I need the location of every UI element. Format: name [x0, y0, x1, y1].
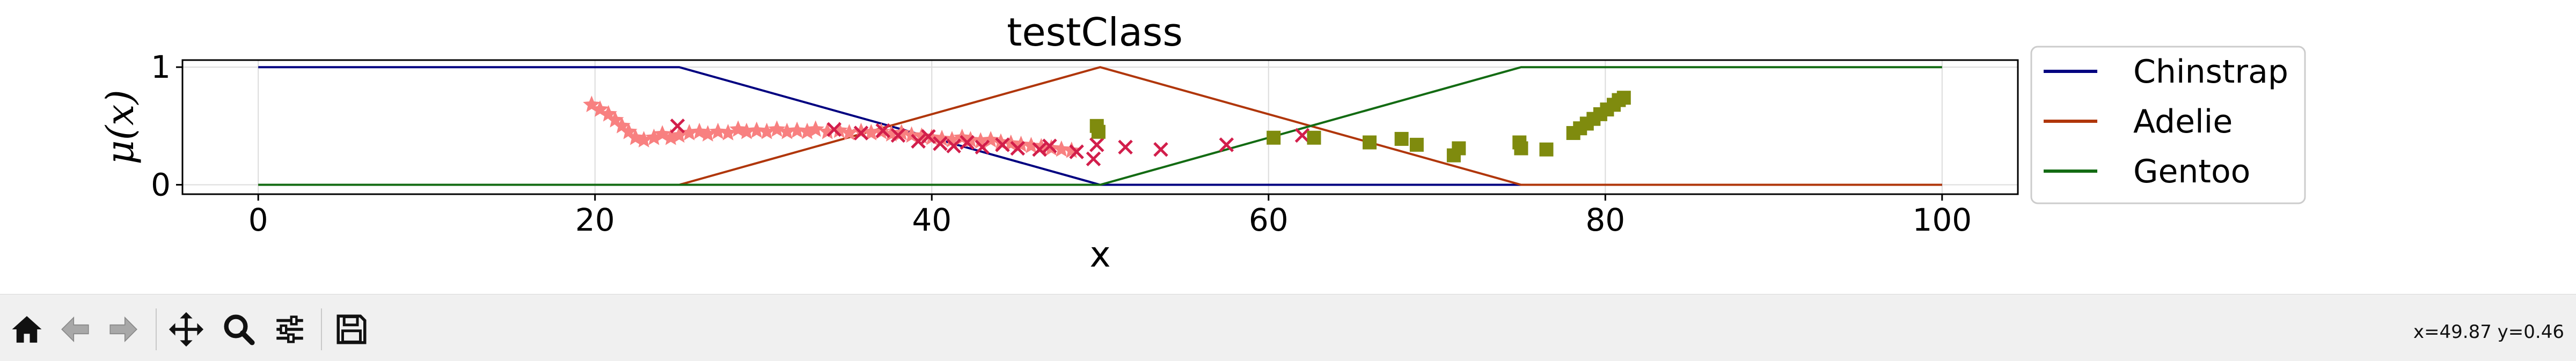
- floppy-disk-icon: [336, 314, 367, 344]
- scatter-point-x: [933, 136, 948, 151]
- scatter-point-star: [645, 128, 663, 145]
- save-button[interactable]: [327, 305, 376, 353]
- scatter-point-x: [960, 135, 975, 150]
- x-axis-label: x: [1089, 234, 1110, 275]
- legend-frame: [2030, 46, 2306, 204]
- magnifier-icon: [224, 314, 255, 345]
- toolbar-separator: [156, 308, 157, 350]
- y-tick-label: 0: [151, 166, 171, 203]
- scatter-point-star: [840, 124, 858, 141]
- configure-subplots-button[interactable]: [266, 305, 314, 353]
- scatter-point-x: [670, 119, 685, 134]
- scatter-point-square: [1452, 141, 1466, 156]
- scatter-point-x: [826, 122, 842, 137]
- scatter-point-star: [778, 122, 796, 139]
- y-axis-label: μ(x): [98, 90, 142, 165]
- home-button[interactable]: [3, 305, 51, 353]
- x-tick-label: 80: [1585, 202, 1625, 238]
- scatter-point-x: [1042, 138, 1057, 153]
- scatter-point-star: [788, 121, 806, 138]
- scatter-point-square: [1514, 141, 1528, 156]
- scatter-point-x: [1010, 141, 1026, 156]
- forward-button[interactable]: [99, 305, 148, 353]
- scatter-point-star: [680, 124, 698, 141]
- scatter-point-star: [768, 120, 786, 137]
- x-tick-label: 40: [912, 202, 952, 238]
- toolbar-separator: [321, 308, 322, 350]
- scatter-point-x: [1086, 151, 1101, 166]
- arrow-left-icon: [61, 316, 89, 342]
- sliders-icon: [276, 315, 303, 343]
- scatter-point-star: [1052, 140, 1070, 157]
- scatter-point-star: [862, 124, 880, 141]
- scatter-point-x: [975, 139, 990, 155]
- scatter-point-star: [635, 131, 653, 148]
- legend-label-adelie: Adelie: [2133, 103, 2233, 141]
- move-icon: [169, 312, 204, 347]
- y-tick-label: 1: [151, 49, 171, 85]
- scatter-point-x: [921, 129, 936, 144]
- scatter-point-square: [1307, 130, 1321, 145]
- scatter-point-square: [1616, 91, 1631, 105]
- scatter-point-x: [1069, 144, 1084, 159]
- arrow-right-icon: [109, 316, 137, 342]
- scatter-point-square: [1363, 135, 1377, 150]
- back-button[interactable]: [51, 305, 99, 353]
- axes-frame: [181, 59, 2019, 195]
- chart-title: testClass: [1007, 10, 1183, 55]
- scatter-point-square: [1409, 137, 1424, 152]
- scatter-point-star: [719, 124, 737, 141]
- legend-label-chinstrap: Chinstrap: [2133, 53, 2288, 91]
- scatter-point-star: [670, 126, 688, 143]
- scatter-point-square: [1091, 124, 1106, 139]
- zoom-button[interactable]: [215, 305, 263, 353]
- legend: Chinstrap Adelie Gentoo: [2030, 46, 2306, 204]
- scatter-point-x: [1032, 142, 1047, 157]
- navigation-toolbar: x=49.87 y=0.46: [0, 294, 2576, 361]
- figure-canvas[interactable]: 0 20 40 60 80 100 0 1 testClass x μ(x) Chinstra…: [0, 0, 2576, 294]
- scatter-point-x: [911, 134, 926, 149]
- pan-button[interactable]: [162, 305, 210, 353]
- scatter-point-x: [1153, 142, 1168, 157]
- scatter-point-star: [1022, 137, 1040, 153]
- scatter-point-star: [818, 122, 836, 139]
- scatter-point-square: [1394, 131, 1409, 146]
- scatter-point-star: [737, 122, 756, 139]
- home-icon: [12, 316, 42, 343]
- scatter-point-square: [1267, 130, 1281, 145]
- scatter-point-x: [995, 137, 1010, 152]
- scatter-point-star: [758, 122, 775, 139]
- scatter-point-star: [709, 122, 727, 139]
- axis-ticks: 0 20 40 60 80 100 0 1: [151, 49, 1972, 238]
- scatter-point-star: [807, 120, 824, 137]
- x-tick-label: 20: [575, 202, 615, 238]
- x-tick-label: 60: [1249, 202, 1289, 238]
- scatter-point-x: [1118, 139, 1133, 155]
- membership-lines: [258, 66, 1942, 186]
- series-line-gentoo: [258, 66, 1942, 186]
- scatter-point-x: [1294, 128, 1310, 143]
- plot-area[interactable]: 0 20 40 60 80 100 0 1 testClass x μ(x) Chinstra…: [0, 0, 2576, 294]
- scatter-point-star: [748, 121, 766, 138]
- legend-label-gentoo: Gentoo: [2133, 153, 2250, 190]
- x-tick-label: 100: [1912, 202, 1972, 238]
- scatter-point-star: [830, 121, 848, 138]
- scatter-point-x: [946, 138, 961, 153]
- scatter-point-x: [1089, 137, 1104, 152]
- x-tick-label: 0: [248, 202, 268, 238]
- scatter-point-x: [1219, 137, 1234, 152]
- scatter-point-star: [699, 125, 717, 142]
- scatter-point-x: [890, 128, 906, 143]
- scatter-points: [583, 91, 1631, 166]
- scatter-point-x: [853, 126, 869, 141]
- scatter-point-square: [1539, 142, 1554, 157]
- scatter-point-star: [852, 122, 870, 139]
- scatter-point-x: [875, 123, 891, 138]
- cursor-coordinates: x=49.87 y=0.46: [2413, 321, 2564, 343]
